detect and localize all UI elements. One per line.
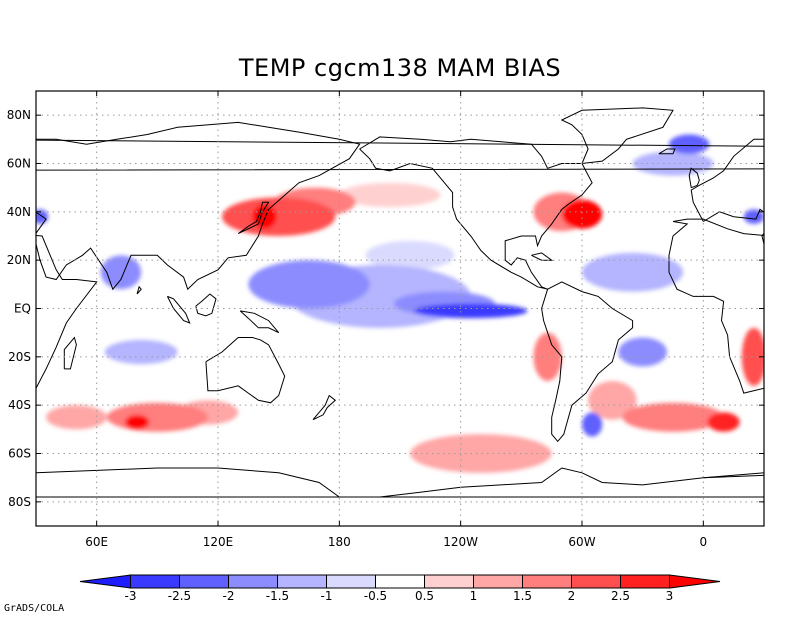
colorbar-swatch bbox=[571, 574, 621, 589]
lat-tick-label: 40S bbox=[8, 398, 31, 412]
bias-region-12 bbox=[106, 402, 208, 432]
coastline-antarctica bbox=[36, 467, 764, 498]
coastline-africa bbox=[668, 218, 764, 394]
coastline-japan bbox=[237, 201, 270, 235]
colorbar-label: -3 bbox=[125, 589, 137, 603]
colorbar-swatch bbox=[473, 574, 523, 589]
figure-title: TEMP cgcm138 MAM BIAS bbox=[238, 54, 562, 82]
bias-region-29 bbox=[124, 414, 150, 430]
colorbar-swatch bbox=[277, 574, 327, 589]
bias-region-6 bbox=[104, 339, 178, 365]
lat-tick-label: 60S bbox=[8, 447, 31, 461]
colorbar-label: -1 bbox=[321, 589, 333, 603]
bias-region-14 bbox=[618, 337, 667, 367]
coastline-new-zealand bbox=[312, 394, 337, 421]
colorbar-label: -2 bbox=[223, 589, 235, 603]
bias-region-19 bbox=[100, 255, 142, 290]
colorbar-max-arrow bbox=[669, 574, 721, 589]
coastline-south-america bbox=[541, 281, 634, 443]
coastline-madagascar-wrap bbox=[792, 338, 800, 369]
credit-label: GrADS/COLA bbox=[4, 603, 65, 614]
coastline-australia bbox=[205, 337, 286, 404]
colorbar-swatch bbox=[179, 574, 229, 589]
bias-region-17 bbox=[248, 260, 370, 309]
lat-tick-label: 40N bbox=[7, 205, 31, 219]
lon-tick-label: 120W bbox=[443, 535, 478, 549]
bias-region-10 bbox=[582, 252, 684, 292]
lon-tick-label: 0 bbox=[700, 535, 708, 549]
colorbar-label: -1.5 bbox=[266, 589, 289, 603]
lat-tick-label: 60N bbox=[7, 157, 31, 171]
graticule bbox=[36, 91, 764, 526]
bias-region-16 bbox=[222, 197, 336, 237]
colorbar-label: 0.5 bbox=[415, 589, 434, 603]
coastline-sri-lanka bbox=[136, 285, 142, 295]
lat-tick-label: EQ bbox=[14, 302, 31, 316]
coastline-borneo bbox=[195, 293, 217, 317]
lat-tick-label: 20S bbox=[8, 350, 31, 364]
lat-tick-label: 80S bbox=[8, 495, 31, 509]
colorbar: -3 -2.5 -2 -1.5 -1 -0.5 0.5 1 1.5 2 2.5 3 bbox=[79, 574, 721, 603]
lat-tick-label: 80N bbox=[7, 108, 31, 122]
bias-region-21 bbox=[668, 134, 710, 154]
bias-region-7 bbox=[46, 405, 107, 430]
bias-region-0 bbox=[339, 182, 441, 208]
bias-region-4 bbox=[588, 381, 637, 420]
colorbar-min-arrow bbox=[79, 574, 131, 589]
coastline-greenland bbox=[560, 107, 674, 164]
bias-region-24 bbox=[582, 412, 603, 437]
colorbar-label: -0.5 bbox=[364, 589, 387, 603]
bias-region-13 bbox=[622, 402, 724, 432]
colorbar-swatch bbox=[424, 574, 474, 589]
coastline-north-america bbox=[359, 136, 593, 290]
coastline-iceland bbox=[658, 148, 676, 155]
lat-tick-label: 20N bbox=[7, 253, 31, 267]
coastline-eurasia-wrap bbox=[36, 121, 361, 291]
bias-region-20 bbox=[741, 327, 764, 386]
lon-tick-label: 60W bbox=[568, 535, 595, 549]
colorbar-label: 2.5 bbox=[611, 589, 630, 603]
colorbar-swatch bbox=[228, 574, 278, 589]
axes: 80N 60N 40N 20N EQ 20S 40S 60S 80S 60E 120E 180 120W… bbox=[7, 91, 764, 549]
colorbar-label: 2 bbox=[568, 589, 576, 603]
colorbar-swatch bbox=[326, 574, 376, 589]
bias-region-27 bbox=[561, 199, 603, 229]
bias-region-11 bbox=[632, 151, 714, 176]
coastlines bbox=[36, 107, 800, 498]
colorbar-label: 3 bbox=[666, 589, 674, 603]
lon-tick-label: 60E bbox=[85, 535, 108, 549]
bias-region-25 bbox=[707, 412, 740, 432]
coastline-cuba bbox=[531, 252, 554, 261]
colorbar-swatch bbox=[620, 574, 670, 589]
bias-region-1 bbox=[365, 240, 455, 270]
colorbar-label: 1.5 bbox=[513, 589, 532, 603]
colorbar-label: 1 bbox=[470, 589, 478, 603]
coastline-madagascar bbox=[63, 336, 77, 370]
coastline-new-guinea bbox=[239, 310, 280, 334]
colorbar-swatch bbox=[130, 574, 180, 589]
colorbar-swatch bbox=[375, 574, 425, 589]
colorbar-swatch bbox=[522, 574, 572, 589]
bias-field bbox=[36, 134, 764, 473]
coastline-uk bbox=[688, 167, 700, 189]
bias-region-3 bbox=[410, 434, 552, 473]
lon-tick-label: 120E bbox=[203, 535, 234, 549]
coastline-sumatra bbox=[166, 295, 191, 324]
colorbar-label: -2.5 bbox=[168, 589, 191, 603]
lon-tick-label: 180 bbox=[328, 535, 351, 549]
coastline-antarctica-wrap bbox=[36, 472, 764, 498]
bias-region-28 bbox=[414, 303, 528, 319]
